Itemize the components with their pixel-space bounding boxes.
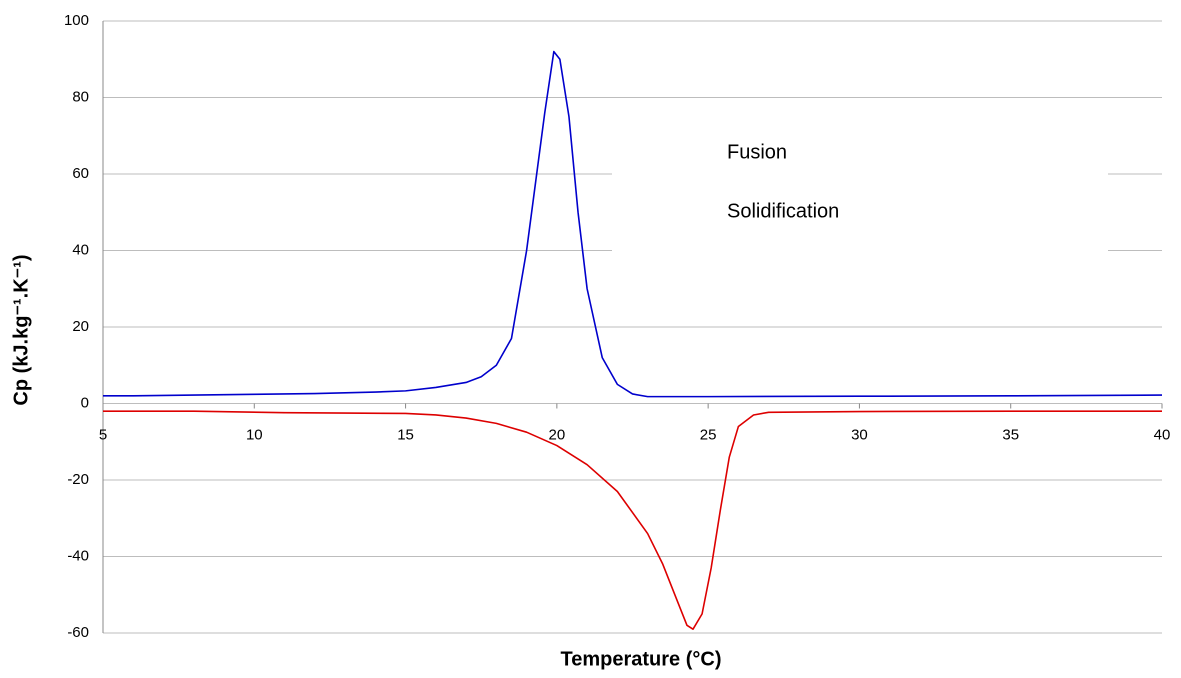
x-tick-label: 20	[549, 426, 566, 443]
x-tick-label: 5	[99, 426, 107, 443]
legend-label: Solidification	[727, 200, 839, 222]
y-tick-label: -20	[67, 471, 89, 488]
y-axis-label: Cp (kJ.kg⁻¹.K⁻¹)	[10, 254, 32, 405]
y-tick-label: -60	[67, 624, 89, 641]
legend-label: Fusion	[727, 141, 787, 163]
x-tick-label: 10	[246, 426, 263, 443]
x-tick-label: 30	[851, 426, 868, 443]
y-tick-label: 60	[72, 165, 89, 182]
y-tick-label: 100	[64, 12, 89, 29]
x-tick-label: 40	[1154, 426, 1171, 443]
y-tick-label: -40	[67, 547, 89, 564]
y-tick-label: 20	[72, 318, 89, 335]
data-line	[103, 410, 1162, 630]
y-tick-label: 0	[81, 394, 89, 411]
x-tick-label: 35	[1002, 426, 1019, 443]
y-tick-label: 80	[72, 88, 89, 105]
data-line	[103, 50, 1163, 398]
x-tick-label: 15	[397, 426, 414, 443]
y-tick-label: 40	[72, 241, 89, 258]
x-tick-label: 25	[700, 426, 717, 443]
legend-box	[612, 120, 1108, 290]
x-axis-label: Temperature (°C)	[561, 648, 722, 670]
